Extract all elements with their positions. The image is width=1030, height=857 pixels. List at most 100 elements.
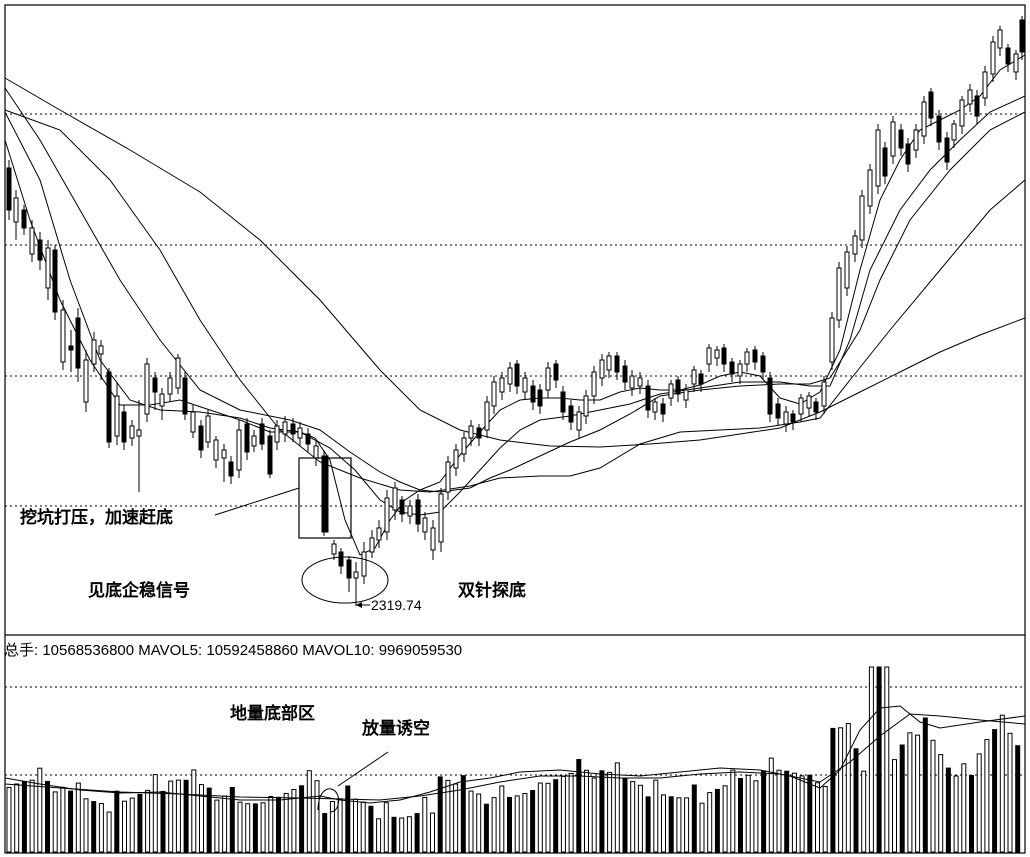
volume-bar: [322, 813, 328, 853]
volume-bar: [815, 782, 820, 853]
candle: [721, 344, 727, 372]
volume-bar: [291, 789, 297, 853]
candle: [21, 205, 27, 235]
volume-bar: [676, 797, 682, 853]
volume-bar: [268, 796, 274, 853]
candle: [37, 232, 43, 270]
volume-bar: [399, 817, 405, 853]
volume-bar: [306, 770, 312, 853]
volume-bar: [730, 769, 736, 853]
candle: [331, 540, 337, 560]
candle: [982, 66, 988, 106]
candle: [537, 384, 543, 414]
volume-bar: [699, 802, 705, 853]
candle: [313, 440, 319, 466]
candle: [629, 370, 635, 396]
candle: [83, 350, 89, 412]
candle: [951, 120, 957, 148]
candle: [660, 398, 666, 422]
volume-bar: [245, 803, 251, 853]
volume-bar: [75, 782, 81, 853]
volume-bar: [791, 772, 797, 853]
volume-bar: [45, 780, 50, 853]
candle: [821, 376, 827, 414]
candle: [921, 96, 927, 144]
volume-bar: [668, 796, 674, 853]
candle: [583, 390, 589, 424]
candle: [445, 456, 451, 500]
candle: [213, 436, 219, 468]
volume-bar: [199, 784, 204, 853]
volume-bar: [206, 787, 212, 853]
moving-averages: [4, 54, 1026, 556]
candle: [353, 562, 359, 606]
candle: [806, 392, 812, 416]
candle: [997, 26, 1003, 56]
volume-bar: [453, 783, 459, 853]
volume-bar: [483, 803, 489, 853]
candle: [75, 308, 81, 382]
volume-bar: [545, 782, 551, 853]
candle: [928, 88, 934, 126]
candle: [305, 428, 311, 452]
candle: [606, 352, 612, 378]
candle: [905, 138, 911, 172]
candle: [136, 400, 142, 492]
ma-line-short2: [4, 95, 1026, 516]
volume-bar: [368, 805, 374, 853]
candle: [228, 456, 234, 484]
candle: [867, 164, 873, 214]
volume-bar: [83, 798, 89, 853]
candle: [415, 494, 421, 532]
volume-lure-ellipse: [317, 788, 339, 813]
candle: [944, 132, 950, 170]
candle: [568, 400, 574, 430]
candle: [361, 542, 367, 584]
volume-bar: [145, 789, 151, 853]
candle: [29, 220, 35, 262]
candle: [752, 346, 758, 370]
candle: [798, 394, 804, 422]
candle: [476, 424, 482, 446]
ma-line-long: [4, 77, 1026, 448]
volume-bar: [976, 753, 982, 853]
candle: [121, 405, 127, 450]
candle: [259, 418, 265, 450]
volume-bar: [514, 795, 520, 853]
volume-bar: [214, 799, 220, 853]
volume-bar: [14, 783, 20, 853]
candle: [244, 418, 250, 460]
candle: [599, 354, 605, 386]
volume-info-text: 总手: 10568536800 MAVOL5: 10592458860 MAVO…: [4, 642, 462, 659]
candle: [790, 410, 796, 430]
volume-bar: [630, 781, 636, 853]
candle: [468, 420, 474, 446]
annotation-low-price: 2319.74: [371, 597, 422, 613]
volume-bar: [784, 770, 790, 853]
candle: [852, 230, 858, 262]
candle: [775, 398, 781, 426]
volume-bar: [637, 784, 643, 853]
volume-bar: [52, 791, 58, 853]
volume-bar: [714, 788, 720, 853]
volume-bar: [576, 759, 582, 853]
volume-bar: [607, 771, 613, 853]
volume-bar: [645, 796, 651, 853]
candle: [990, 36, 996, 82]
candle: [282, 416, 288, 442]
volume-bars: [6, 666, 1021, 853]
volume-bar: [861, 770, 867, 853]
candle: [645, 380, 651, 418]
volume-bar: [591, 777, 597, 853]
volume-bar: [345, 785, 351, 853]
volume-bar: [37, 767, 43, 853]
candle: [974, 90, 980, 124]
candle: [499, 372, 505, 400]
volume-bar: [299, 785, 305, 853]
double-needle-ellipse: [301, 556, 389, 604]
candle: [898, 124, 904, 156]
candle: [1019, 16, 1025, 60]
volume-bar: [499, 785, 505, 853]
volume-bar: [276, 796, 281, 853]
volume-bar: [915, 734, 921, 853]
